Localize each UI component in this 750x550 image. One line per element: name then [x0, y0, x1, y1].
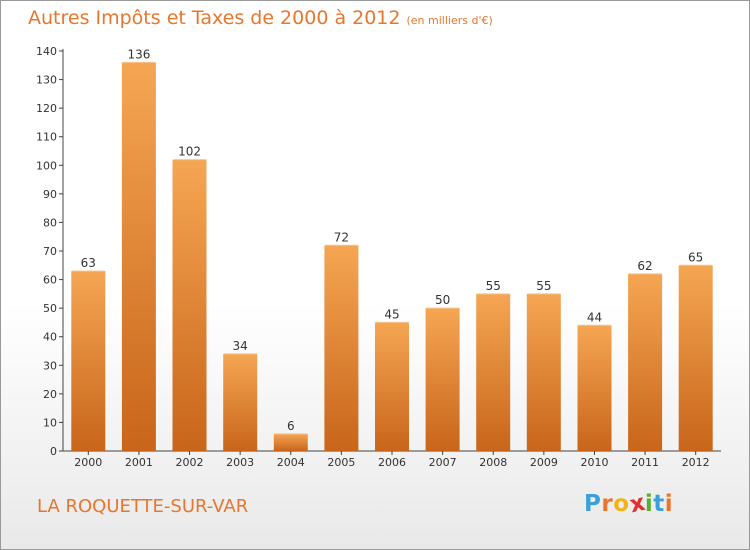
y-tick-label: 80 — [43, 216, 57, 229]
logo-letter: t — [653, 491, 665, 517]
x-tick-label: 2000 — [74, 456, 102, 469]
bar — [476, 293, 511, 451]
bar-value-label: 50 — [435, 293, 450, 307]
bar-value-label: 136 — [127, 47, 150, 61]
x-tick-label: 2011 — [631, 456, 659, 469]
x-tick-label: 2001 — [125, 456, 153, 469]
city-name: LA ROQUETTE-SUR-VAR — [37, 496, 249, 517]
bar — [223, 353, 258, 451]
y-tick-label: 100 — [36, 159, 57, 172]
x-tick-label: 2006 — [378, 456, 406, 469]
y-tick-label: 130 — [36, 74, 57, 87]
bar-value-label: 34 — [233, 339, 248, 353]
proxiti-logo[interactable]: Proxiti — [584, 490, 674, 519]
bar — [375, 322, 409, 451]
bar-value-label: 55 — [486, 279, 501, 293]
y-tick-label: 70 — [43, 245, 57, 258]
x-tick-label: 2012 — [682, 456, 710, 469]
bar-value-label: 44 — [587, 310, 602, 324]
y-tick-label: 120 — [36, 102, 57, 115]
logo-letter: r — [601, 491, 614, 517]
bar — [273, 433, 308, 451]
x-tick-label: 2007 — [429, 456, 457, 469]
x-tick-label: 2010 — [580, 456, 608, 469]
bar — [71, 271, 106, 451]
x-tick-label: 2005 — [327, 456, 355, 469]
bar — [172, 159, 207, 451]
bar-value-label: 6 — [287, 419, 295, 433]
y-tick-label: 90 — [43, 188, 57, 201]
x-tick-label: 2008 — [479, 456, 507, 469]
chart-title-text: Autres Impôts et Taxes de 2000 à 2012 — [28, 7, 401, 29]
y-tick-label: 60 — [43, 274, 57, 287]
x-tick-label: 2003 — [226, 456, 254, 469]
bar-value-label: 45 — [384, 307, 399, 321]
logo-letter: o — [613, 491, 630, 517]
bar — [678, 265, 713, 451]
y-tick-label: 110 — [36, 131, 57, 144]
y-tick-label: 50 — [43, 302, 57, 315]
bar-value-label: 72 — [334, 230, 349, 244]
bar — [121, 62, 156, 452]
y-tick-label: 30 — [43, 359, 57, 372]
y-tick-label: 140 — [36, 45, 57, 58]
logo-letter: i — [644, 491, 654, 517]
y-tick-label: 0 — [50, 445, 57, 458]
x-tick-label: 2002 — [176, 456, 204, 469]
chart-subtitle: (en milliers d'€) — [406, 14, 493, 27]
bar — [324, 245, 359, 451]
bar-value-label: 55 — [536, 279, 551, 293]
logo-letter: P — [584, 491, 602, 517]
y-tick-label: 40 — [43, 331, 57, 344]
x-tick-label: 2004 — [277, 456, 305, 469]
bar-value-label: 65 — [688, 250, 703, 264]
bar — [577, 325, 612, 451]
bar-value-label: 63 — [81, 256, 96, 270]
logo-letter: i — [664, 491, 674, 517]
y-tick-label: 20 — [43, 388, 57, 401]
bar — [628, 273, 663, 451]
bar-value-label: 62 — [637, 259, 652, 273]
bar — [425, 308, 460, 451]
x-tick-label: 2009 — [530, 456, 558, 469]
y-tick-label: 10 — [43, 416, 57, 429]
chart-title: Autres Impôts et Taxes de 2000 à 2012 (en… — [28, 7, 493, 29]
bar-value-label: 102 — [178, 145, 201, 159]
bar — [526, 293, 561, 451]
